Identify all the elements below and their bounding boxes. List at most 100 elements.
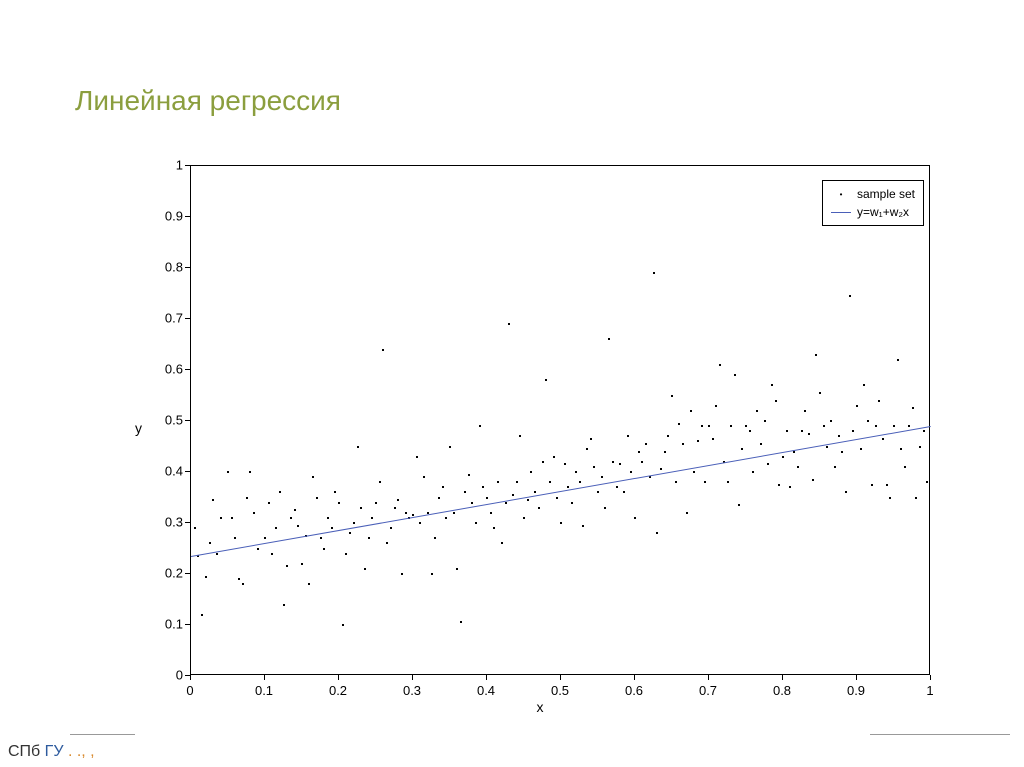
y-tick xyxy=(185,522,190,523)
scatter-point xyxy=(923,430,925,432)
scatter-point xyxy=(342,624,344,626)
scatter-point xyxy=(708,425,710,427)
scatter-point xyxy=(738,504,740,506)
y-tick-label: 0.8 xyxy=(155,260,183,275)
y-tick-label: 0.1 xyxy=(155,617,183,632)
scatter-point xyxy=(209,542,211,544)
plot-area: • sample set y=w₁+w₂x xyxy=(190,165,930,675)
y-tick-label: 0.2 xyxy=(155,566,183,581)
scatter-point xyxy=(512,494,514,496)
x-tick-label: 0.2 xyxy=(329,683,347,698)
x-tick-label: 0.6 xyxy=(625,683,643,698)
scatter-point xyxy=(386,542,388,544)
x-tick-label: 1 xyxy=(926,683,933,698)
scatter-point xyxy=(734,374,736,376)
scatter-point xyxy=(357,446,359,448)
scatter-point xyxy=(682,443,684,445)
scatter-point xyxy=(908,425,910,427)
scatter-point xyxy=(371,517,373,519)
x-tick xyxy=(856,675,857,680)
scatter-point xyxy=(830,420,832,422)
scatter-point xyxy=(297,525,299,527)
scatter-point xyxy=(801,430,803,432)
scatter-point xyxy=(327,517,329,519)
scatter-point xyxy=(764,420,766,422)
scatter-point xyxy=(419,522,421,524)
scatter-point xyxy=(656,532,658,534)
scatter-point xyxy=(690,410,692,412)
scatter-point xyxy=(915,497,917,499)
scatter-point xyxy=(397,499,399,501)
scatter-point xyxy=(675,481,677,483)
legend-label: y=w₁+w₂x xyxy=(857,205,909,219)
scatter-point xyxy=(597,491,599,493)
legend-marker-icon: • xyxy=(831,190,851,199)
scatter-point xyxy=(416,456,418,458)
scatter-point xyxy=(253,512,255,514)
scatter-point xyxy=(534,491,536,493)
scatter-point xyxy=(630,471,632,473)
x-tick-label: 0.5 xyxy=(551,683,569,698)
scatter-point xyxy=(460,621,462,623)
scatter-point xyxy=(294,509,296,511)
scatter-point xyxy=(564,463,566,465)
scatter-point xyxy=(804,410,806,412)
scatter-point xyxy=(712,438,714,440)
x-tick-label: 0 xyxy=(186,683,193,698)
scatter-point xyxy=(701,425,703,427)
scatter-point xyxy=(730,425,732,427)
scatter-point xyxy=(756,410,758,412)
scatter-point xyxy=(493,527,495,529)
scatter-point xyxy=(323,548,325,550)
scatter-point xyxy=(752,471,754,473)
scatter-point xyxy=(434,537,436,539)
scatter-point xyxy=(201,614,203,616)
y-tick-label: 0.9 xyxy=(155,209,183,224)
y-tick-label: 0.3 xyxy=(155,515,183,530)
x-tick xyxy=(264,675,265,680)
scatter-point xyxy=(616,486,618,488)
y-tick xyxy=(185,471,190,472)
x-tick-label: 0.9 xyxy=(847,683,865,698)
scatter-point xyxy=(479,425,481,427)
scatter-point xyxy=(456,568,458,570)
scatter-point xyxy=(216,553,218,555)
legend-label: sample set xyxy=(857,187,915,201)
scatter-point xyxy=(586,448,588,450)
scatter-point xyxy=(453,512,455,514)
scatter-point xyxy=(889,497,891,499)
scatter-point xyxy=(882,438,884,440)
scatter-point xyxy=(886,484,888,486)
x-tick-label: 0.1 xyxy=(255,683,273,698)
footer-part3: . ., , xyxy=(64,743,95,760)
scatter-point xyxy=(627,435,629,437)
scatter-point xyxy=(608,338,610,340)
scatter-point xyxy=(331,527,333,529)
scatter-point xyxy=(468,474,470,476)
scatter-point xyxy=(863,384,865,386)
x-tick xyxy=(412,675,413,680)
scatter-point xyxy=(590,438,592,440)
scatter-point xyxy=(623,491,625,493)
scatter-point xyxy=(653,272,655,274)
scatter-point xyxy=(349,532,351,534)
x-tick xyxy=(634,675,635,680)
scatter-point xyxy=(919,446,921,448)
scatter-point xyxy=(604,507,606,509)
scatter-point xyxy=(475,522,477,524)
scatter-point xyxy=(257,548,259,550)
scatter-point xyxy=(264,537,266,539)
scatter-point xyxy=(382,349,384,351)
scatter-point xyxy=(693,471,695,473)
scatter-point xyxy=(301,563,303,565)
x-axis-label: x xyxy=(537,699,544,715)
scatter-point xyxy=(231,517,233,519)
scatter-point xyxy=(519,435,521,437)
scatter-point xyxy=(442,486,444,488)
scatter-point xyxy=(338,502,340,504)
scatter-point xyxy=(671,395,673,397)
scatter-point xyxy=(612,461,614,463)
y-tick-label: 0.5 xyxy=(155,413,183,428)
scatter-point xyxy=(283,604,285,606)
scatter-point xyxy=(320,537,322,539)
